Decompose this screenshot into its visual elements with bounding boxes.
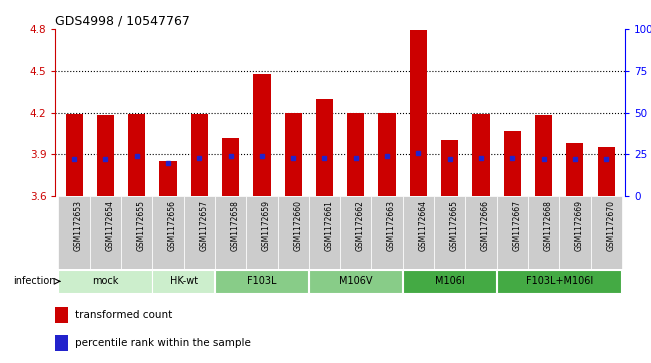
Text: M106I: M106I [435, 276, 465, 286]
FancyBboxPatch shape [184, 196, 215, 269]
Text: HK-wt: HK-wt [170, 276, 198, 286]
FancyBboxPatch shape [465, 196, 497, 269]
FancyBboxPatch shape [403, 196, 434, 269]
Text: mock: mock [92, 276, 118, 286]
Text: GSM1172659: GSM1172659 [262, 200, 271, 250]
Text: GSM1172670: GSM1172670 [606, 200, 615, 250]
FancyBboxPatch shape [434, 196, 465, 269]
Text: F103L+M106I: F103L+M106I [525, 276, 593, 286]
Bar [409, 30, 427, 196]
Bar [441, 140, 458, 196]
FancyBboxPatch shape [309, 196, 340, 269]
Bar [535, 115, 552, 196]
FancyBboxPatch shape [152, 270, 214, 293]
FancyBboxPatch shape [215, 270, 308, 293]
Text: GSM1172665: GSM1172665 [450, 200, 459, 250]
Text: GSM1172657: GSM1172657 [199, 200, 208, 250]
FancyBboxPatch shape [152, 196, 184, 269]
FancyBboxPatch shape [497, 196, 528, 269]
Bar [191, 114, 208, 196]
Text: GSM1172653: GSM1172653 [74, 200, 83, 250]
Bar [598, 147, 615, 196]
FancyBboxPatch shape [215, 196, 246, 269]
Bar [347, 113, 365, 196]
Bar [504, 131, 521, 196]
Text: percentile rank within the sample: percentile rank within the sample [75, 338, 251, 348]
FancyBboxPatch shape [590, 196, 622, 269]
Text: M106V: M106V [339, 276, 372, 286]
Bar [128, 114, 145, 196]
FancyBboxPatch shape [403, 270, 496, 293]
Text: transformed count: transformed count [75, 310, 172, 320]
FancyBboxPatch shape [121, 196, 152, 269]
FancyBboxPatch shape [246, 196, 277, 269]
Bar [253, 74, 271, 196]
Text: GSM1172669: GSM1172669 [575, 200, 584, 250]
Text: GSM1172654: GSM1172654 [105, 200, 115, 250]
Bar [473, 114, 490, 196]
Bar [55, 335, 68, 351]
FancyBboxPatch shape [340, 196, 372, 269]
FancyBboxPatch shape [90, 196, 121, 269]
Text: GSM1172667: GSM1172667 [512, 200, 521, 250]
Text: GSM1172655: GSM1172655 [137, 200, 146, 250]
Text: GSM1172658: GSM1172658 [230, 200, 240, 250]
Bar [378, 113, 396, 196]
Text: GSM1172660: GSM1172660 [293, 200, 302, 250]
FancyBboxPatch shape [559, 196, 590, 269]
FancyBboxPatch shape [59, 270, 152, 293]
FancyBboxPatch shape [372, 196, 403, 269]
Text: GSM1172668: GSM1172668 [544, 200, 553, 250]
Bar [55, 307, 68, 323]
Text: infection: infection [14, 276, 56, 286]
Bar [284, 113, 302, 196]
Bar [566, 143, 583, 196]
Text: GSM1172661: GSM1172661 [324, 200, 333, 250]
Bar [66, 114, 83, 196]
Text: GSM1172656: GSM1172656 [168, 200, 177, 250]
FancyBboxPatch shape [497, 270, 621, 293]
FancyBboxPatch shape [309, 270, 402, 293]
Bar [97, 115, 114, 196]
Text: GSM1172663: GSM1172663 [387, 200, 396, 250]
Bar [222, 138, 239, 196]
Text: GSM1172666: GSM1172666 [481, 200, 490, 250]
Text: GDS4998 / 10547767: GDS4998 / 10547767 [55, 15, 190, 28]
FancyBboxPatch shape [528, 196, 559, 269]
FancyBboxPatch shape [59, 196, 90, 269]
Bar [316, 99, 333, 196]
Bar [159, 161, 176, 196]
Text: F103L: F103L [247, 276, 277, 286]
FancyBboxPatch shape [277, 196, 309, 269]
Text: GSM1172662: GSM1172662 [356, 200, 365, 250]
Text: GSM1172664: GSM1172664 [419, 200, 428, 250]
